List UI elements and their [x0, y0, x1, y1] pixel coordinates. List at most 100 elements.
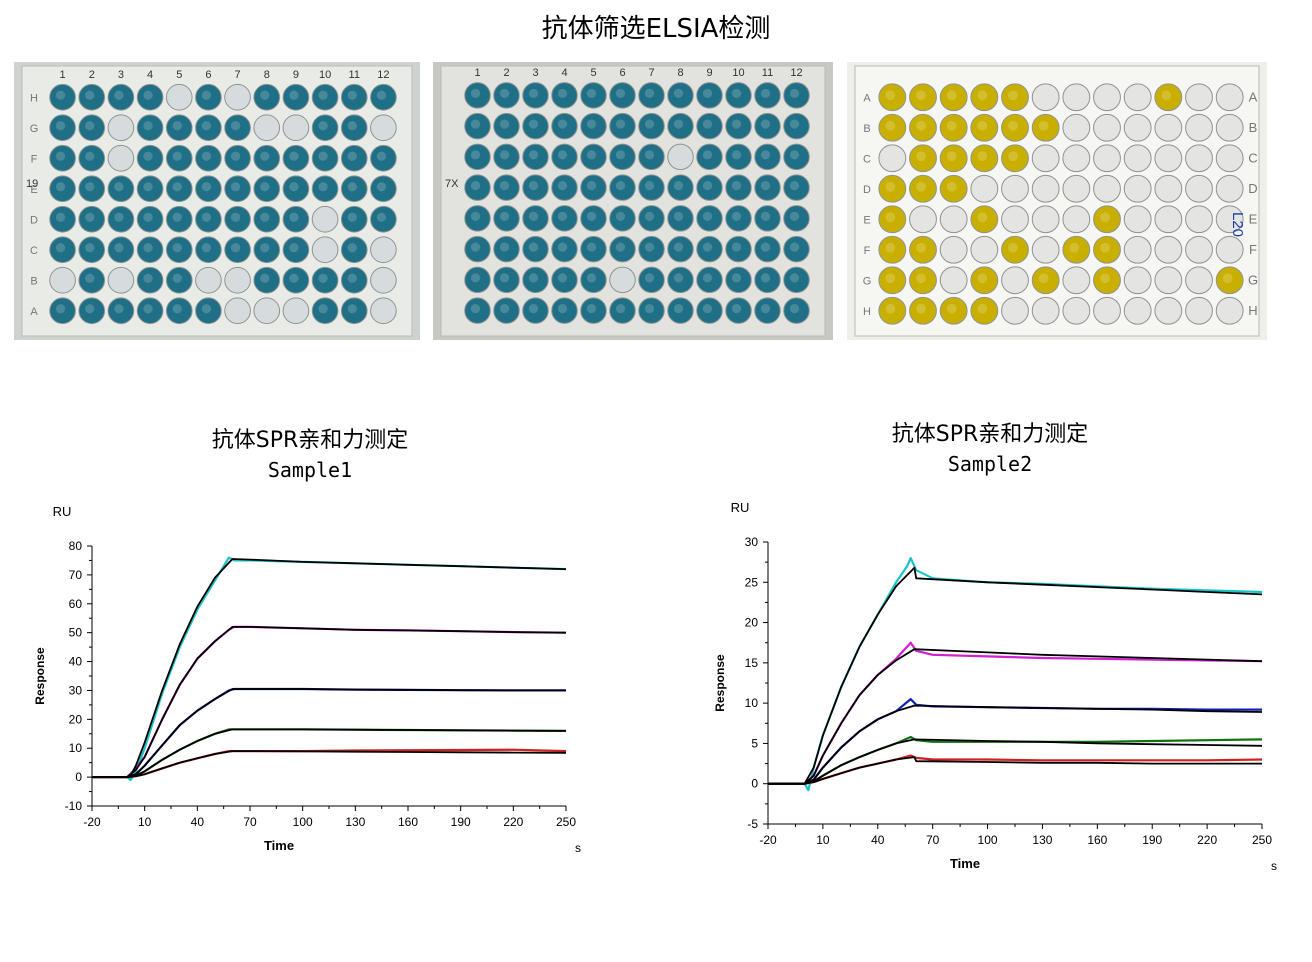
- plate-well: [609, 266, 636, 294]
- plate-well: [939, 144, 968, 173]
- well-highlight: [260, 212, 270, 222]
- handwritten-note: L20: [1229, 212, 1246, 237]
- row-label: B: [30, 275, 37, 287]
- plate-well: [311, 266, 339, 294]
- well-highlight: [289, 243, 299, 253]
- well-highlight: [702, 303, 713, 314]
- plate-well: [667, 143, 694, 171]
- plate-well: [136, 236, 164, 264]
- plate-well: [311, 205, 339, 233]
- plate-well: [1154, 174, 1183, 203]
- plate-well: [1062, 144, 1091, 173]
- plate-well: [551, 82, 578, 109]
- plate-well: [522, 112, 549, 140]
- well-highlight: [644, 119, 655, 129]
- spr-chart-title: 抗体SPR亲和力测定: [211, 428, 409, 453]
- plate-well: [165, 144, 193, 172]
- series-line-0: [92, 556, 567, 782]
- plate-well: [754, 235, 781, 263]
- plate-well: [311, 297, 339, 325]
- plate-well: [580, 266, 607, 294]
- well-highlight: [201, 90, 212, 100]
- well-highlight: [789, 88, 800, 99]
- x-tick-label: 250: [1252, 833, 1272, 847]
- plate-well: [970, 205, 999, 234]
- column-label: 12: [790, 67, 802, 79]
- well-highlight: [318, 121, 328, 131]
- well-highlight: [499, 303, 510, 314]
- plate-well: [878, 83, 907, 112]
- well-highlight: [85, 182, 95, 192]
- plate-well: [1215, 266, 1244, 295]
- elisa-plate-photo-2: 1 2 3 4 5 6 7 8 9 10 11 12 7X: [433, 62, 833, 340]
- well-highlight: [977, 151, 988, 162]
- row-label: H: [30, 92, 38, 104]
- y-axis-label: Response: [33, 647, 47, 705]
- plate-well: [1093, 113, 1121, 142]
- plate-well: [551, 112, 578, 140]
- well-highlight: [557, 150, 568, 160]
- plate-well: [253, 114, 281, 142]
- y-tick-label: 25: [745, 575, 759, 589]
- well-highlight: [916, 273, 926, 284]
- well-highlight: [85, 212, 95, 222]
- plate-well: [464, 297, 491, 324]
- plate-well: [1062, 266, 1091, 295]
- well-highlight: [499, 119, 510, 129]
- row-label: A: [863, 92, 871, 104]
- well-highlight: [230, 121, 241, 131]
- well-highlight: [143, 273, 153, 283]
- well-highlight: [673, 273, 684, 283]
- plate-well: [754, 297, 781, 324]
- plate-well: [282, 83, 310, 111]
- plate-well: [909, 296, 937, 325]
- well-highlight: [586, 273, 597, 283]
- well-highlight: [946, 90, 957, 101]
- plate-well: [1001, 113, 1029, 142]
- well-highlight: [1038, 120, 1049, 131]
- well-highlight: [615, 211, 626, 222]
- plate-well: [493, 82, 520, 109]
- row-label: F: [864, 245, 871, 257]
- x-tick-label: 190: [451, 815, 471, 829]
- plate-well: [49, 266, 76, 294]
- well-highlight: [1222, 273, 1233, 284]
- plate-well: [78, 236, 106, 264]
- well-highlight: [470, 303, 481, 314]
- plate-well: [253, 205, 281, 233]
- x-axis-label: Time: [950, 856, 980, 871]
- well-highlight: [760, 150, 771, 160]
- well-highlight: [201, 243, 212, 253]
- plate-well: [1031, 113, 1060, 142]
- plate-well: [1123, 205, 1152, 234]
- plate-well: [1093, 296, 1121, 325]
- plate-well: [1154, 296, 1183, 325]
- well-highlight: [318, 273, 328, 283]
- plate-well: [909, 113, 937, 142]
- plate-well: [1031, 266, 1060, 295]
- plate-well: [696, 174, 723, 201]
- x-tick-label: 160: [398, 815, 418, 829]
- plate-well: [1093, 174, 1121, 203]
- well-highlight: [731, 211, 742, 222]
- well-highlight: [557, 303, 568, 314]
- well-highlight: [260, 273, 270, 283]
- y-tick-label: 0: [75, 770, 82, 784]
- plate-well: [878, 174, 907, 203]
- plate-well: [1001, 83, 1029, 112]
- well-highlight: [172, 151, 182, 161]
- plate-well: [1093, 235, 1121, 264]
- well-highlight: [760, 273, 771, 283]
- row-label: H: [1248, 303, 1257, 318]
- plate-well: [638, 112, 665, 140]
- series-line-9: [768, 756, 1262, 785]
- well-highlight: [55, 243, 66, 253]
- well-highlight: [885, 303, 896, 314]
- column-label: 4: [147, 69, 153, 81]
- spr-chart-plot: -10 0 10 20 30 40 50 60 70 80 -20 10 40 70 100 130 160 19…: [33, 504, 581, 855]
- plate-well: [1062, 113, 1091, 142]
- plate-well: [580, 235, 607, 263]
- plate-well: [1185, 144, 1213, 173]
- well-highlight: [1008, 151, 1018, 162]
- column-label: 5: [176, 69, 182, 81]
